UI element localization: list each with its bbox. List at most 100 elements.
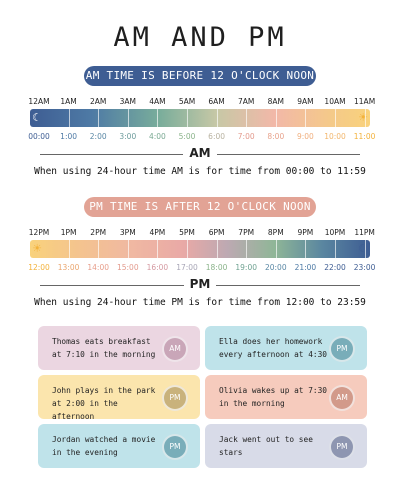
pm-time-label: 23:00	[353, 263, 376, 272]
sun-icon: ☀	[358, 111, 368, 124]
bar-tick	[68, 240, 70, 258]
card-john: John plays in the park at 2:00 in the af…	[38, 375, 200, 421]
am-hour-label: 10AM	[324, 97, 346, 106]
sun-icon: ☀	[32, 242, 42, 255]
am-time-label: 3:00	[119, 132, 137, 141]
am-description: When using 24-hour time AM is for time f…	[34, 166, 366, 177]
bar-tick	[335, 240, 336, 258]
bar-tick	[157, 240, 159, 258]
pm-hour-label: 2PM	[90, 228, 107, 237]
am-hour-label: 4AM	[149, 97, 166, 106]
am-time-label: 00:00	[28, 132, 50, 141]
pm-hour-label: 8PM	[267, 228, 284, 237]
pm-time-label: 21:00	[294, 263, 317, 272]
pm-label: PM	[183, 277, 217, 291]
pm-banner: PM TIME IS AFTER 12 O'CLOCK NOON	[84, 197, 316, 217]
pm-hour-label: 6PM	[208, 228, 225, 237]
pm-hour-label: 7PM	[238, 228, 255, 237]
pm-hour-label: 9PM	[297, 228, 314, 237]
pm-time-label: 14:00	[87, 263, 109, 272]
bar-tick	[246, 240, 248, 258]
bar-tick	[216, 240, 218, 258]
am-hour-labels: 12AM 1AM 2AM 3AM 4AM 5AM 6AM 7AM 8AM 9AM 10AM 11AM	[0, 97, 400, 109]
am-hour-label: 7AM	[238, 97, 255, 106]
card-thomas: Thomas eats breakfast at 7:10 in the mor…	[38, 326, 200, 370]
card-jack: Jack went out to see stars PM	[205, 424, 367, 468]
card-text: Olivia wakes up at 7:30 in the morning	[219, 386, 327, 408]
pm-gradient-bar: ☀ ☾	[30, 240, 370, 258]
bar-tick	[127, 109, 129, 127]
card-ella: Ella does her homework every afternoon a…	[205, 326, 367, 370]
moon-icon: ☾	[358, 242, 368, 255]
card-badge: AM	[162, 336, 188, 362]
am-hour-label: 3AM	[119, 97, 136, 106]
bar-tick	[275, 109, 277, 127]
am-hour-label: 6AM	[208, 97, 225, 106]
pm-time-labels: 12:00 13:00 14:00 15:00 16:00 17:00 18:00 19:00…	[0, 263, 400, 275]
am-hour-label: 12AM	[28, 97, 50, 106]
am-hour-label: 5AM	[178, 97, 196, 106]
card-text: John plays in the park at 2:00 in the af…	[52, 386, 156, 421]
pm-time-label: 19:00	[235, 263, 257, 272]
pm-divider-label: PM	[0, 277, 400, 291]
bar-tick	[98, 240, 100, 258]
card-text: Jordan watched a movie in the evening	[52, 435, 156, 457]
pm-time-label: 13:00	[57, 263, 80, 272]
card-badge: PM	[162, 434, 188, 460]
am-time-label: 4:00	[148, 132, 166, 141]
pm-time-label: 12:00	[28, 263, 50, 272]
am-hour-label: 2AM	[90, 97, 107, 106]
am-time-label: 10:00	[324, 132, 346, 141]
am-hour-label: 8AM	[267, 97, 284, 106]
pm-hour-label: 4PM	[149, 228, 166, 237]
page-title: AM AND PM	[113, 22, 287, 53]
bar-tick	[68, 109, 70, 127]
pm-hour-label: 1PM	[60, 228, 77, 237]
am-hour-label: 11AM	[354, 97, 376, 106]
am-time-label: 9:00	[296, 132, 314, 141]
am-banner: AM TIME IS BEFORE 12 O'CLOCK NOON	[84, 66, 316, 86]
card-text: Jack went out to see stars	[219, 435, 313, 457]
card-olivia: Olivia wakes up at 7:30 in the morning A…	[205, 375, 367, 419]
am-time-labels: 00:00 1:00 2:00 3:00 4:00 5:00 6:00 7:00 8:00 9:0…	[0, 132, 400, 144]
pm-hour-label: 10PM	[324, 228, 346, 237]
bar-tick	[364, 240, 366, 258]
pm-hour-labels: 12PM 1PM 2PM 3PM 4PM 5PM 6PM 7PM 8PM 9PM 10PM 11PM	[0, 228, 400, 240]
bar-tick	[275, 240, 277, 258]
am-hour-label: 9AM	[297, 97, 314, 106]
pm-hour-label: 12PM	[28, 228, 50, 237]
am-divider-label: AM	[0, 146, 400, 160]
pm-time-label: 17:00	[176, 263, 198, 272]
pm-hour-label: 5PM	[179, 228, 195, 237]
pm-hour-label: 11PM	[354, 228, 375, 237]
card-jordan: Jordan watched a movie in the evening PM	[38, 424, 200, 468]
am-time-label: 11:00	[353, 132, 376, 141]
am-time-label: 2:00	[89, 132, 107, 141]
bar-tick	[305, 240, 307, 258]
bar-tick	[335, 109, 336, 127]
am-time-label: 6:00	[208, 132, 226, 141]
bar-tick	[364, 109, 366, 127]
pm-time-label: 20:00	[264, 263, 287, 272]
am-time-label: 5:00	[178, 132, 196, 141]
pm-hour-label: 3PM	[119, 228, 136, 237]
moon-icon: ☾	[32, 111, 42, 124]
bar-tick	[187, 240, 188, 258]
am-label: AM	[183, 146, 217, 160]
card-badge: AM	[329, 385, 355, 411]
bar-tick	[246, 109, 248, 127]
bar-tick	[127, 240, 129, 258]
am-time-label: 7:00	[237, 132, 255, 141]
bar-tick	[187, 109, 188, 127]
pm-time-label: 18:00	[205, 263, 228, 272]
card-badge: PM	[329, 336, 355, 362]
card-badge: PM	[162, 385, 188, 411]
bar-tick	[305, 109, 307, 127]
card-text: Thomas eats breakfast at 7:10 in the mor…	[52, 337, 156, 359]
card-text: Ella does her homework every afternoon a…	[219, 337, 327, 359]
bar-tick	[98, 109, 100, 127]
pm-time-label: 16:00	[146, 263, 169, 272]
card-badge: PM	[329, 434, 355, 460]
pm-time-label: 15:00	[116, 263, 139, 272]
am-time-label: 8:00	[267, 132, 285, 141]
